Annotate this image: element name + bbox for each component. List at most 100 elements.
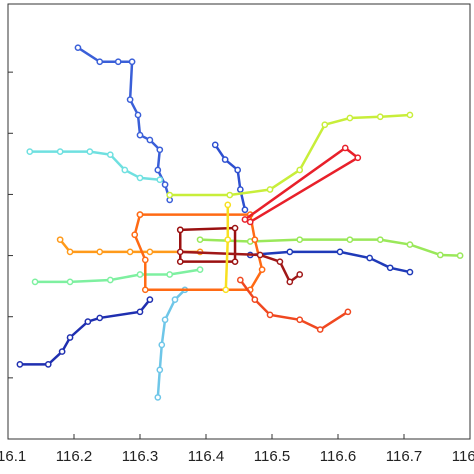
marker: [84, 318, 92, 325]
marker: [251, 236, 259, 244]
marker: [251, 296, 259, 303]
marker: [141, 256, 149, 264]
marker: [31, 278, 39, 286]
marker: [354, 154, 362, 162]
line: [19, 298, 151, 366]
marker: [286, 278, 294, 286]
marker: [26, 148, 34, 155]
marker: [236, 276, 244, 284]
marker: [126, 248, 134, 256]
marker: [166, 191, 174, 199]
marker: [231, 258, 239, 266]
x-tick-label: 116.3: [122, 448, 158, 465]
marker: [406, 241, 414, 248]
marker: [66, 334, 74, 341]
marker: [241, 206, 249, 214]
marker: [296, 271, 304, 278]
x-tick-label: 116.1: [0, 448, 26, 465]
marker: [86, 148, 94, 155]
marker: [321, 121, 329, 129]
line: [214, 144, 247, 210]
marker: [456, 252, 464, 259]
marker: [221, 156, 229, 163]
marker: [136, 308, 144, 316]
marker: [276, 258, 284, 266]
marker: [146, 248, 154, 256]
x-tick-label: 116.8: [452, 448, 474, 465]
marker: [406, 111, 414, 119]
marker: [336, 248, 344, 256]
marker: [296, 166, 304, 174]
x-tick-label: 116.7: [386, 448, 422, 465]
marker: [166, 271, 174, 278]
marker: [74, 44, 82, 52]
line: [244, 146, 361, 224]
marker: [56, 148, 64, 155]
marker: [316, 326, 324, 333]
marker: [136, 174, 144, 182]
marker: [236, 186, 244, 193]
x-tick-label: 116.5: [254, 448, 290, 465]
marker: [141, 286, 149, 294]
marker: [114, 58, 122, 66]
marker: [226, 191, 234, 199]
marker: [266, 186, 274, 193]
marker: [196, 236, 204, 244]
marker: [134, 111, 142, 119]
line: [35, 268, 201, 284]
marker: [171, 296, 179, 303]
line: [200, 238, 461, 257]
marker: [176, 248, 184, 256]
marker: [161, 181, 169, 188]
marker: [344, 308, 352, 316]
marker: [161, 316, 169, 324]
marker: [106, 276, 114, 284]
marker: [246, 218, 254, 226]
marker: [341, 144, 349, 152]
marker: [136, 131, 144, 139]
marker: [121, 166, 129, 174]
marker: [146, 296, 154, 303]
marker: [296, 316, 304, 324]
marker: [386, 264, 394, 272]
marker: [256, 251, 264, 259]
marker: [222, 286, 230, 294]
line: [239, 279, 349, 331]
line: [224, 204, 230, 290]
marker: [146, 136, 154, 144]
marker: [224, 236, 232, 244]
marker: [56, 236, 64, 244]
marker: [44, 361, 52, 368]
marker: [156, 176, 164, 184]
marker: [196, 266, 204, 273]
marker: [234, 166, 242, 174]
marker: [16, 361, 24, 368]
marker: [136, 211, 144, 218]
x-tick-label: 116.4: [188, 448, 224, 465]
marker: [154, 394, 162, 401]
marker: [156, 366, 164, 374]
line: [250, 250, 411, 274]
marker: [231, 224, 239, 232]
marker: [58, 348, 66, 355]
marker: [131, 231, 139, 239]
marker: [406, 268, 414, 276]
marker: [136, 271, 144, 278]
marker: [376, 113, 384, 121]
marker: [176, 258, 184, 266]
marker: [346, 236, 354, 244]
marker: [176, 226, 184, 234]
x-tick-label: 116.6: [320, 448, 356, 465]
marker: [154, 166, 162, 174]
marker: [126, 96, 134, 104]
marker: [66, 278, 74, 286]
plot-frame: [7, 3, 471, 440]
marker: [96, 58, 104, 66]
line: [169, 113, 411, 197]
marker: [66, 248, 74, 256]
marker: [96, 314, 104, 322]
line: [77, 46, 171, 201]
marker: [211, 141, 219, 149]
marker: [286, 248, 294, 256]
